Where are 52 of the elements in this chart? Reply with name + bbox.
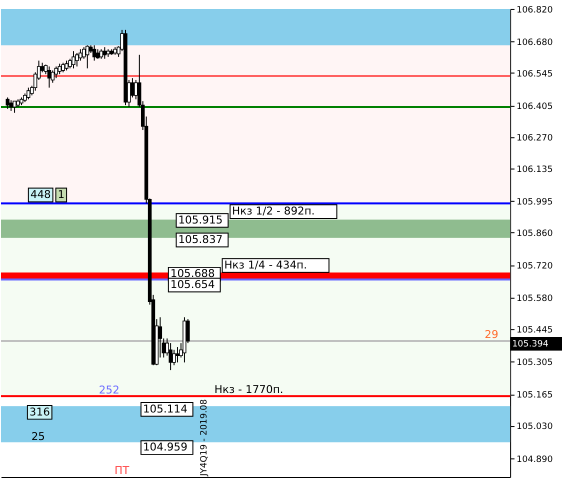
y-tick-label: 105.165 <box>516 390 553 401</box>
annotation: 252 <box>98 384 120 397</box>
candlestick <box>26 87 30 100</box>
candlestick <box>172 349 176 366</box>
annotation: Нкз - 1770п. <box>214 382 284 396</box>
annotation: 105.688 <box>170 267 216 280</box>
y-tick-label: 106.135 <box>516 164 553 175</box>
y-tick-label: 106.820 <box>516 5 554 16</box>
y-tick-label: 105.445 <box>516 326 553 336</box>
y-tick-label: 106.270 <box>516 133 554 144</box>
y-tick-label: 106.405 <box>516 102 553 112</box>
annotation: 25 <box>31 430 46 443</box>
candlestick <box>102 46 107 60</box>
y-tick-label: 105.580 <box>516 294 554 304</box>
y-tick-label: 106.545 <box>516 69 553 80</box>
annotation: 105.837 <box>178 232 223 246</box>
candlestick <box>72 50 76 69</box>
candlestick <box>61 62 65 73</box>
candlestick <box>168 342 172 371</box>
annotation: 105.654 <box>170 278 216 291</box>
annotation: 316 <box>29 405 50 418</box>
candlestick <box>75 52 79 67</box>
candlestick <box>6 96 10 110</box>
candlestick <box>86 44 90 69</box>
y-tick-label: 104.890 <box>516 454 554 465</box>
y-tick-label: 105.995 <box>516 197 553 208</box>
annotation: 104.959 <box>142 440 188 454</box>
candlestick <box>47 66 52 88</box>
annotation: Нкз 1/4 - 434п. <box>224 258 308 272</box>
candlestick <box>92 44 96 62</box>
y-tick-label: 106.680 <box>516 38 554 48</box>
candlestick <box>99 48 104 60</box>
annotation: 1 <box>58 188 65 201</box>
candlestick <box>50 70 55 84</box>
y-tick-label: 105.860 <box>516 228 554 239</box>
annotation: 105.114 <box>142 402 188 416</box>
text: 105.394 <box>512 340 549 350</box>
candlestick <box>12 100 16 114</box>
annotation: Нкз 1/2 - 892п. <box>232 204 315 218</box>
annotation: 105.915 <box>178 213 223 226</box>
annotation: JY4Q19 - 2019.08 <box>200 399 210 477</box>
annotation: 29 <box>484 328 498 341</box>
candlestick <box>64 60 68 71</box>
annotation: 448 <box>30 188 52 201</box>
y-tick-label: 105.720 <box>516 262 554 272</box>
candlestick <box>96 48 100 60</box>
candlestick <box>176 346 180 363</box>
candlestick <box>54 66 58 79</box>
annotation: ПТ <box>114 464 130 478</box>
y-tick-label: 105.305 <box>516 358 553 368</box>
candlestick <box>9 100 13 112</box>
y-tick-label: 105.030 <box>516 422 554 432</box>
